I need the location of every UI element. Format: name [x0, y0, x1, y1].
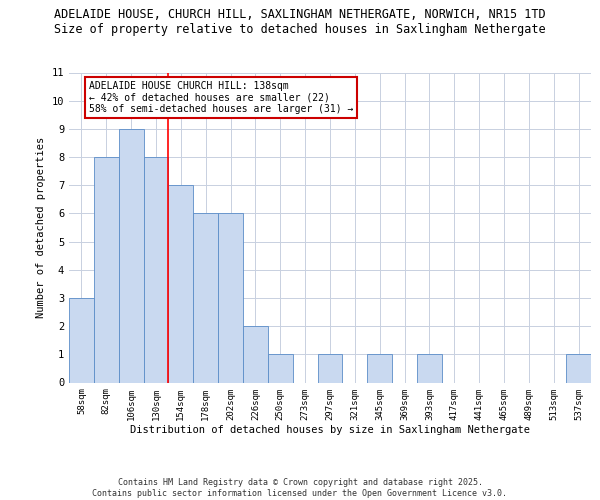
Bar — [243, 326, 268, 382]
Text: Contains HM Land Registry data © Crown copyright and database right 2025.
Contai: Contains HM Land Registry data © Crown c… — [92, 478, 508, 498]
Bar — [268, 354, 293, 382]
Text: ADELAIDE HOUSE CHURCH HILL: 138sqm
← 42% of detached houses are smaller (22)
58%: ADELAIDE HOUSE CHURCH HILL: 138sqm ← 42%… — [89, 81, 353, 114]
Text: Size of property relative to detached houses in Saxlingham Nethergate: Size of property relative to detached ho… — [54, 22, 546, 36]
Bar — [193, 214, 218, 382]
Text: ADELAIDE HOUSE, CHURCH HILL, SAXLINGHAM NETHERGATE, NORWICH, NR15 1TD: ADELAIDE HOUSE, CHURCH HILL, SAXLINGHAM … — [54, 8, 546, 20]
Bar — [169, 185, 193, 382]
Bar — [566, 354, 591, 382]
Bar — [317, 354, 343, 382]
Bar — [119, 129, 143, 382]
Bar — [143, 157, 169, 382]
Bar — [417, 354, 442, 382]
Bar — [218, 214, 243, 382]
Bar — [69, 298, 94, 382]
Bar — [367, 354, 392, 382]
Bar — [94, 157, 119, 382]
Y-axis label: Number of detached properties: Number of detached properties — [36, 137, 46, 318]
X-axis label: Distribution of detached houses by size in Saxlingham Nethergate: Distribution of detached houses by size … — [130, 425, 530, 435]
